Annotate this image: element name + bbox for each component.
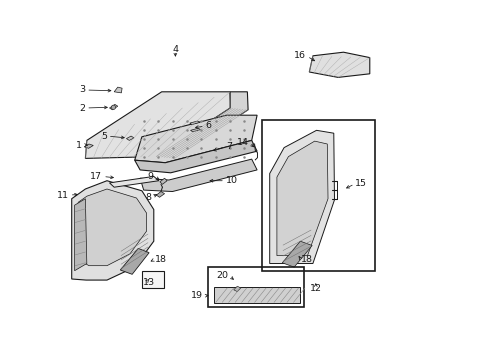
Polygon shape xyxy=(109,104,118,110)
Text: 10: 10 xyxy=(225,176,237,185)
Polygon shape xyxy=(120,248,149,274)
Text: 5: 5 xyxy=(101,132,107,140)
Text: 1: 1 xyxy=(76,140,81,150)
Polygon shape xyxy=(282,241,311,267)
Polygon shape xyxy=(134,115,257,163)
Polygon shape xyxy=(109,176,159,187)
Text: 15: 15 xyxy=(355,179,366,188)
Polygon shape xyxy=(269,130,334,264)
Polygon shape xyxy=(276,141,327,256)
Polygon shape xyxy=(213,287,300,303)
Polygon shape xyxy=(126,136,134,140)
Polygon shape xyxy=(189,121,200,125)
Text: 18: 18 xyxy=(301,256,313,264)
Text: 8: 8 xyxy=(144,193,151,202)
Circle shape xyxy=(111,105,115,109)
Polygon shape xyxy=(134,140,257,173)
Polygon shape xyxy=(85,92,230,158)
Polygon shape xyxy=(156,192,164,197)
Polygon shape xyxy=(233,286,241,292)
Polygon shape xyxy=(309,52,369,77)
Text: 13: 13 xyxy=(143,278,155,287)
Text: 6: 6 xyxy=(205,122,211,130)
Text: 2: 2 xyxy=(79,104,85,112)
Polygon shape xyxy=(72,181,153,280)
Bar xyxy=(207,267,304,307)
Text: 3: 3 xyxy=(79,85,85,94)
Text: 4: 4 xyxy=(172,45,178,54)
Text: 14: 14 xyxy=(236,138,248,147)
Polygon shape xyxy=(75,199,87,271)
Text: 16: 16 xyxy=(294,51,306,60)
Text: 9: 9 xyxy=(147,172,153,181)
Text: 18: 18 xyxy=(155,255,167,264)
Polygon shape xyxy=(156,92,247,158)
Bar xyxy=(142,271,163,288)
Text: 12: 12 xyxy=(309,284,321,293)
Text: 7: 7 xyxy=(225,143,231,152)
Polygon shape xyxy=(160,178,167,184)
Polygon shape xyxy=(78,189,146,266)
Bar xyxy=(261,120,374,271)
Text: 19: 19 xyxy=(191,292,203,300)
Polygon shape xyxy=(114,87,122,93)
Text: 17: 17 xyxy=(90,172,102,181)
Polygon shape xyxy=(190,128,200,132)
Text: 20: 20 xyxy=(216,271,228,280)
Text: 11: 11 xyxy=(57,191,69,199)
Polygon shape xyxy=(140,159,257,192)
Polygon shape xyxy=(84,144,93,148)
